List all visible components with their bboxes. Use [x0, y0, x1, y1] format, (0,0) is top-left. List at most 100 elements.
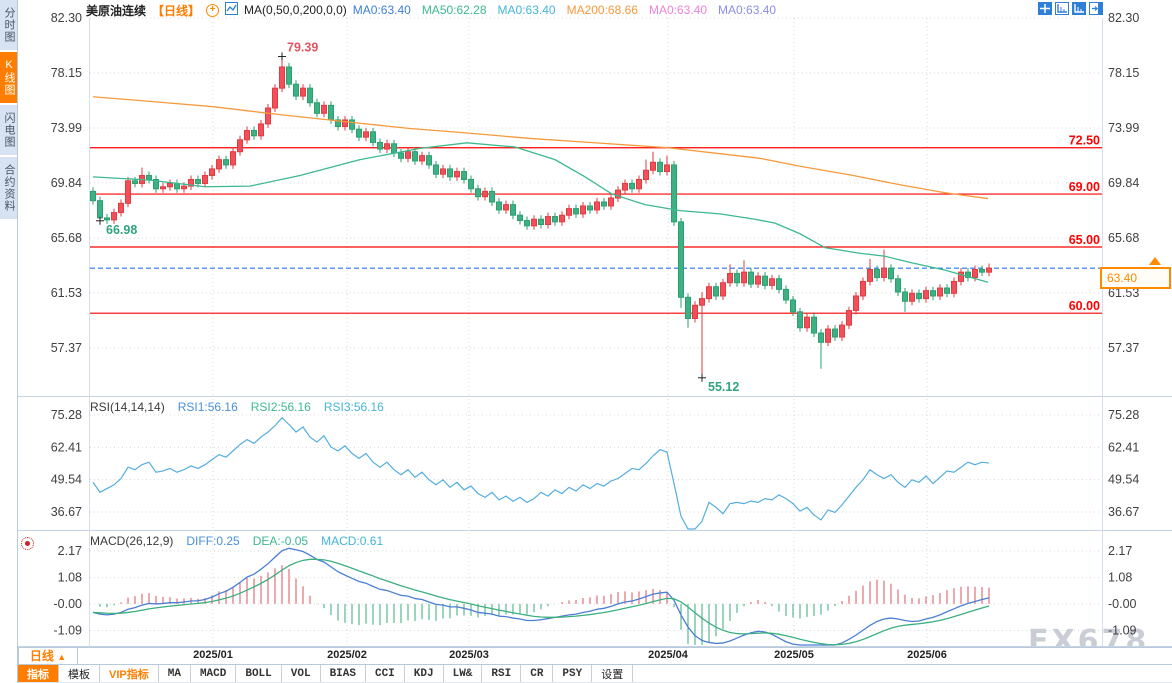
toolbar-tab-指标[interactable]: 指标 — [18, 665, 59, 682]
sidebar-tab-K线图[interactable]: K线图 — [0, 52, 17, 103]
period-selector[interactable]: 日线 ▲ — [18, 648, 78, 665]
axis-scale-active-icon[interactable] — [1072, 2, 1086, 15]
toolbar-tab-VIP指标[interactable]: VIP指标 — [100, 665, 159, 682]
toolbar-tab-LW&[interactable]: LW& — [444, 665, 483, 682]
svg-text:82.30: 82.30 — [1108, 11, 1139, 25]
toolbar-tab-MACD[interactable]: MACD — [191, 665, 237, 682]
legend-value: RSI3:56.16 — [323, 400, 384, 414]
date-axis-row: 日线 ▲ 2025/01 2025/02 2025/03 2025/04 2025/05… — [18, 647, 1172, 665]
macd-dea-line — [92, 558, 990, 646]
legend-value: MA0:63.40 — [648, 3, 708, 17]
add-indicator-icon[interactable]: + — [206, 3, 220, 17]
hline-69.00: 69.00 — [90, 180, 1102, 195]
svg-text:57.37: 57.37 — [1108, 341, 1139, 355]
toolbar-tab-CCI[interactable]: CCI — [366, 665, 405, 682]
legend-value: DIFF:0.25 — [186, 534, 240, 548]
candlestick-series — [90, 56, 992, 378]
rsi-line — [92, 416, 990, 530]
svg-text:55.12: 55.12 — [708, 380, 739, 394]
toolbar-tab-模板[interactable]: 模板 — [59, 665, 100, 682]
hline-72.50: 72.50 — [90, 134, 1102, 149]
panel-frame — [18, 18, 1172, 647]
svg-text:72.50: 72.50 — [1069, 134, 1100, 148]
macd-title: MACD(26,12,9) — [90, 534, 174, 548]
legend-value: RSI2:56.16 — [250, 400, 311, 414]
chart-toolbar-icons — [1038, 2, 1103, 15]
svg-text:75.28: 75.28 — [1108, 408, 1139, 422]
sidebar-tab-分时图[interactable]: 分时图 — [0, 0, 17, 50]
svg-text:49.54: 49.54 — [51, 473, 82, 487]
axis-scale-icon[interactable] — [1055, 2, 1069, 15]
extreme-55.12: 55.12 — [698, 373, 739, 394]
extreme-66.98: 66.98 — [96, 216, 137, 237]
svg-text:62.41: 62.41 — [1108, 440, 1139, 454]
toolbar-tab-BIAS[interactable]: BIAS — [321, 665, 366, 682]
toolbar-tab-MA[interactable]: MA — [159, 665, 191, 682]
date-tick-label: 2025/05 — [774, 649, 814, 661]
ma200-line — [92, 96, 989, 200]
rsi-panel-header: RSI(14,14,14) RSI1:56.16 RSI2:56.16 RSI3:5… — [90, 400, 384, 414]
svg-text:69.84: 69.84 — [1108, 176, 1139, 190]
macd-histogram — [99, 565, 990, 645]
date-tick-label: 2025/04 — [648, 649, 688, 661]
svg-text:-0.00: -0.00 — [1108, 597, 1137, 611]
legend-value: MACD:0.61 — [321, 534, 384, 548]
macd-panel-header: MACD(26,12,9) DIFF:0.25 DEA:-0.05 MACD:0.6… — [90, 534, 383, 548]
date-tick-label: 2025/02 — [327, 649, 367, 661]
svg-text:-1.09: -1.09 — [54, 624, 83, 638]
period-arrow-icon: ▲ — [57, 652, 67, 662]
toolbar-tab-设置[interactable]: 设置 — [592, 665, 634, 682]
svg-text:57.37: 57.37 — [51, 341, 82, 355]
toolbar-tab-PSY[interactable]: PSY — [553, 665, 593, 682]
period-tag[interactable]: 【日线】 — [152, 3, 201, 18]
toolbar-tab-KDJ[interactable]: KDJ — [405, 665, 444, 682]
indicator-toolbar: 指标 模板 VIP指标 MA MACD BOLL VOL BIAS CCI KDJ LW& RSI CR… — [18, 665, 1172, 683]
svg-text:69.84: 69.84 — [51, 176, 82, 190]
svg-text:36.67: 36.67 — [1108, 505, 1139, 519]
toolbar-tab-BOLL[interactable]: BOLL — [236, 665, 282, 682]
svg-text:61.53: 61.53 — [1108, 286, 1139, 300]
toolbar-tab-VOL[interactable]: VOL — [282, 665, 321, 682]
svg-text:61.53: 61.53 — [51, 286, 82, 300]
svg-text:2.17: 2.17 — [1108, 544, 1132, 558]
date-tick-label: 2025/03 — [449, 649, 489, 661]
legend-value: MA200:68.66 — [566, 3, 638, 17]
sidebar-tab-闪电图[interactable]: 闪电图 — [0, 105, 17, 155]
chart-header: 美原油连续 【日线】 + MA(0,50,0,200,0,0) MA0:63.4… — [86, 2, 776, 18]
hline-60.00: 60.00 — [90, 299, 1102, 314]
legend-value: MA0:63.40 — [497, 3, 556, 17]
toolbar-tab-CR[interactable]: CR — [521, 665, 554, 682]
pan-right-icon[interactable] — [1089, 2, 1103, 15]
toolbar-tab-RSI[interactable]: RSI — [482, 665, 522, 682]
svg-text:65.68: 65.68 — [1108, 231, 1139, 245]
svg-text:73.99: 73.99 — [51, 121, 82, 135]
svg-text:2.17: 2.17 — [58, 544, 82, 558]
svg-text:82.30: 82.30 — [51, 11, 82, 25]
svg-text:65.68: 65.68 — [51, 231, 82, 245]
hline-65.00: 65.00 — [90, 233, 1102, 248]
date-tick-label: 2025/06 — [907, 649, 947, 661]
sidebar-tab-合约资料[interactable]: 合约资料 — [0, 157, 17, 219]
extreme-79.39: 79.39 — [278, 41, 318, 61]
svg-text:66.98: 66.98 — [106, 223, 137, 237]
ma-legend: MA0:63.40 MA50:62.28 MA0:63.40 MA200:68.66 M… — [353, 3, 776, 17]
svg-text:1.08: 1.08 — [58, 571, 82, 585]
ma50-line — [92, 142, 989, 283]
kline-mini-icon — [225, 2, 239, 18]
date-tick-label: 2025/01 — [193, 649, 233, 661]
svg-text:78.15: 78.15 — [1108, 66, 1139, 80]
svg-text:1.08: 1.08 — [1108, 571, 1132, 585]
price-up-arrow-icon — [1149, 257, 1161, 265]
svg-text:79.39: 79.39 — [287, 41, 318, 55]
crosshair-icon[interactable] — [1038, 2, 1052, 15]
symbol-title: 美原油连续 — [86, 3, 147, 18]
svg-text:73.99: 73.99 — [1108, 121, 1139, 135]
chart-canvas[interactable]: 82.30 82.30 78.15 78.15 73.99 73.99 69.84 69.84… — [0, 0, 1172, 648]
sidebar-tab-strip: 分时图 K线图闪电图合约资料 — [0, 0, 17, 219]
alert-sun-icon[interactable] — [21, 537, 34, 550]
legend-value: RSI1:56.16 — [177, 400, 238, 414]
svg-text:69.00: 69.00 — [1069, 180, 1100, 194]
sidebar: 分时图 K线图闪电图合约资料 — [0, 0, 18, 683]
macd-legend: DIFF:0.25 DEA:-0.05 MACD:0.61 — [186, 534, 383, 548]
svg-text:49.54: 49.54 — [1108, 473, 1139, 487]
